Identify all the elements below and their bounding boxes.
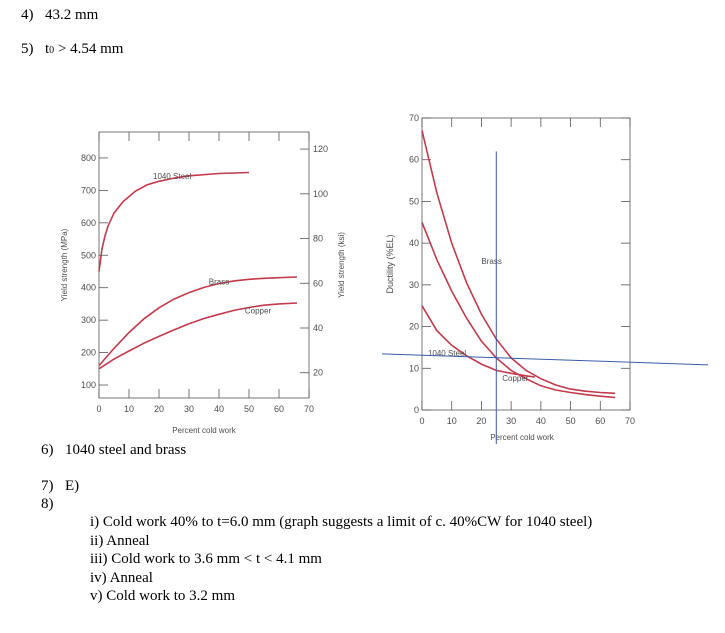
x-tick-label: 70 — [304, 404, 314, 414]
ductility-chart: 0 10 20 30 40 50 60 70 0 10 20 30 40 50 60 70 Percent co… — [381, 113, 709, 444]
x-axis-label: Percent cold work — [490, 433, 555, 442]
y-axis-label: Yield strength (MPa) — [60, 228, 69, 301]
series-line-brass — [421, 130, 616, 395]
plot-frame — [98, 131, 310, 399]
series-label: Copper — [245, 307, 272, 316]
y2-tick-label: 40 — [313, 323, 323, 333]
series-label: 1040 Steel — [428, 349, 466, 358]
y-tick-label: 30 — [409, 280, 419, 290]
answer-text: 1040 steel and brass — [65, 442, 187, 458]
x-tick-label: 70 — [625, 416, 635, 426]
guide-line-horizontal — [381, 353, 709, 366]
series-line-1040-steel — [98, 171, 250, 272]
y-tick-label: 70 — [409, 113, 419, 123]
step-item: i) Cold work 40% to t=6.0 mm (graph sugg… — [90, 514, 593, 530]
series-label: 1040 Steel — [153, 172, 191, 181]
y-tick-label: 500 — [81, 250, 96, 260]
x-tick-label: 40 — [214, 404, 224, 414]
answer-8: 8) — [41, 495, 54, 513]
y-tick-label: 600 — [81, 218, 96, 228]
x-tick-label: 20 — [154, 404, 164, 414]
y-tick-label: 0 — [414, 405, 419, 415]
x-tick-label: 50 — [244, 404, 254, 414]
answer-number: 7) — [41, 478, 54, 494]
processing-steps: i) Cold work 40% to t=6.0 mm (graph sugg… — [90, 513, 592, 606]
x-tick-label: 30 — [506, 416, 516, 426]
step-item: iii) Cold work to 3.6 mm < t < 4.1 mm — [90, 551, 322, 567]
y2-tick-label: 100 — [313, 189, 328, 199]
step-item: ii) Anneal — [90, 532, 150, 549]
y-tick-label: 50 — [409, 196, 419, 206]
series-label: Brass — [481, 257, 501, 266]
x-tick-label: 10 — [124, 404, 134, 414]
series-line-brass — [98, 276, 298, 367]
answer-number: 5) — [21, 41, 34, 57]
series-line-copper — [98, 302, 298, 370]
yield-strength-chart: 0 10 20 30 40 50 60 70 100 200 300 400 500 600 700 800 2… — [60, 131, 346, 435]
series-label: Copper — [502, 374, 529, 383]
y-tick-label: 300 — [81, 315, 96, 325]
answer-text: 43.2 mm — [45, 7, 99, 23]
x-tick-label: 60 — [595, 416, 605, 426]
x-tick-label: 60 — [274, 404, 284, 414]
answer-number: 4) — [21, 7, 34, 23]
y-tick-label: 700 — [81, 185, 96, 195]
answer-text-t: t — [45, 41, 50, 57]
answer-7: 7) E) — [41, 477, 79, 495]
x-tick-label: 50 — [566, 416, 576, 426]
y2-tick-label: 80 — [313, 234, 323, 244]
x-tick-label: 40 — [536, 416, 546, 426]
y-tick-label: 400 — [81, 283, 96, 293]
series-line-1040-steel — [421, 305, 536, 378]
plot-frame — [421, 117, 631, 411]
answer-number: 6) — [41, 442, 54, 458]
y-tick-label: 40 — [409, 238, 419, 248]
x-tick-label: 0 — [96, 404, 101, 414]
answer-4: 4) 43.2 mm — [21, 6, 98, 24]
step-item: v) Cold work to 3.2 mm — [90, 588, 235, 604]
y-tick-label: 200 — [81, 348, 96, 358]
series-label: Brass — [209, 277, 229, 286]
y-tick-label: 800 — [81, 153, 96, 163]
answer-text: E) — [65, 478, 80, 494]
y2-axis-label: Yield strength (ksi) — [337, 232, 346, 298]
y-tick-label: 10 — [409, 363, 419, 373]
x-tick-label: 20 — [476, 416, 486, 426]
y-tick-label: 60 — [409, 155, 419, 165]
series-line-copper — [421, 222, 616, 399]
answer-text-subscript: 0 — [49, 45, 55, 56]
step-item: iv) Anneal — [90, 569, 153, 586]
answer-6: 6) 1040 steel and brass — [41, 441, 186, 459]
answer-5: 5) t0 > 4.54 mm — [21, 40, 123, 60]
y-tick-label: 20 — [409, 322, 419, 332]
x-tick-label: 0 — [419, 416, 424, 426]
y-axis-label: Ductility (%EL) — [385, 234, 395, 293]
x-axis-label: Percent cold work — [172, 426, 237, 435]
answer-number: 8) — [41, 496, 54, 512]
x-tick-label: 10 — [447, 416, 457, 426]
x-tick-label: 30 — [184, 404, 194, 414]
y2-tick-label: 120 — [313, 144, 328, 154]
y2-tick-label: 60 — [313, 278, 323, 288]
y-tick-label: 100 — [81, 380, 96, 390]
y2-tick-label: 20 — [313, 368, 323, 378]
answer-text-rest: > 4.54 mm — [54, 41, 124, 57]
